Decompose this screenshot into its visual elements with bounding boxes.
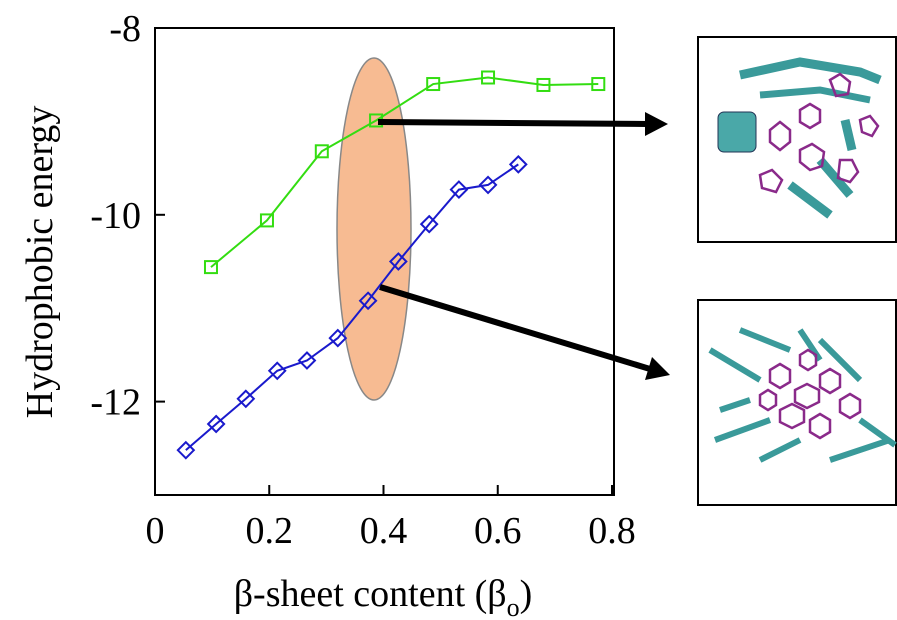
structure-image (697, 299, 897, 506)
x-axis-label-sub: o (507, 593, 520, 620)
arrow-head (645, 112, 668, 136)
arrows (377, 112, 670, 380)
highlight-ellipse (336, 57, 412, 401)
marker (328, 328, 348, 348)
x-tick-label: 0.6 (474, 510, 522, 552)
plot-area: 0 0.2 0.4 0.6 0.8 -8 -10 -12 (90, 8, 635, 552)
arrow-head (645, 357, 670, 380)
strand (759, 86, 871, 104)
marker (388, 252, 408, 271)
series-layer (176, 70, 606, 460)
y-tick-label: -12 (90, 382, 141, 424)
marker (203, 260, 218, 275)
strand (787, 118, 857, 219)
marker (481, 70, 496, 85)
marker (297, 351, 317, 370)
structure-image (697, 36, 897, 243)
x-tick-label: 0.8 (588, 510, 636, 552)
side-chains (758, 348, 862, 440)
marker (478, 175, 498, 195)
marker (536, 77, 551, 92)
strands (708, 327, 897, 463)
arrow (379, 284, 651, 372)
y-tick-label: -10 (90, 195, 141, 237)
side-chains (758, 72, 880, 194)
arrow (377, 119, 649, 127)
x-tick-label: 0.2 (246, 510, 294, 552)
helix (717, 111, 757, 153)
x-axis-label: β-sheet content (βo) (234, 573, 533, 620)
x-tick-label: 0.4 (360, 510, 408, 552)
series-line (210, 76, 599, 268)
y-tick-label: -8 (109, 8, 141, 50)
marker (419, 214, 439, 234)
marker (236, 389, 256, 409)
marker (176, 440, 196, 460)
x-tick-label: 0 (146, 510, 165, 552)
marker (206, 414, 226, 434)
strand (739, 57, 882, 85)
marker (358, 291, 378, 311)
marker (314, 144, 329, 159)
marker (508, 154, 528, 174)
marker (267, 361, 287, 381)
marker (591, 77, 606, 92)
x-axis-label-main: β-sheet content (β (234, 573, 507, 615)
marker (426, 77, 441, 92)
y-axis-label: Hydrophobic energy (19, 106, 61, 419)
x-axis-label-end: ) (520, 573, 533, 615)
marker (259, 213, 274, 228)
marker (449, 180, 469, 199)
